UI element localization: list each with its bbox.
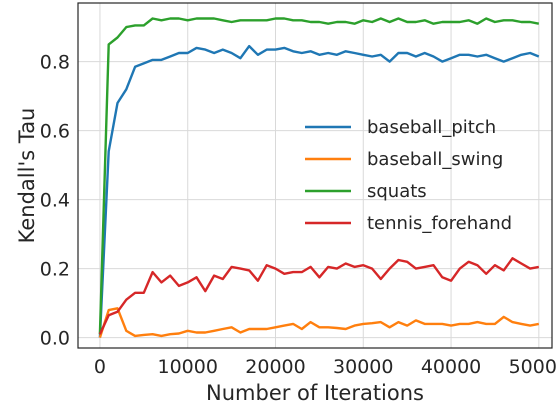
y-tick-label: 0.2	[40, 259, 70, 281]
legend-label-tennis-forehand: tennis_forehand	[367, 213, 512, 234]
legend-label-baseball-swing: baseball_swing	[367, 149, 503, 170]
series-line-squats	[98, 17, 540, 335]
x-tick-label: 20000	[245, 356, 305, 378]
series-line-baseball-swing	[98, 307, 540, 338]
grid	[78, 3, 552, 348]
y-tick-label: 0.6	[40, 121, 70, 143]
y-tick-label: 0.8	[40, 52, 70, 74]
legend-label-squats: squats	[367, 181, 427, 202]
x-tick-label: 10000	[157, 356, 217, 378]
series-line-tennis-forehand	[98, 257, 540, 335]
y-tick-label: 0.0	[40, 328, 70, 350]
y-tick-label: 0.4	[40, 190, 70, 212]
legend-label-baseball-pitch: baseball_pitch	[367, 117, 496, 138]
x-tick-label: 30000	[333, 356, 393, 378]
x-tick-label: 0	[94, 356, 106, 378]
series-lines	[98, 17, 540, 338]
series-line-baseball-pitch	[98, 44, 540, 338]
x-axis-title: Number of Iterations	[206, 381, 424, 405]
y-axis-title: Kendall's Tau	[15, 108, 39, 244]
x-tick-label: 40000	[421, 356, 481, 378]
y-axis-ticks: 0.0 0.2 0.4 0.6 0.8	[40, 52, 70, 350]
plot-frame	[77, 2, 553, 349]
